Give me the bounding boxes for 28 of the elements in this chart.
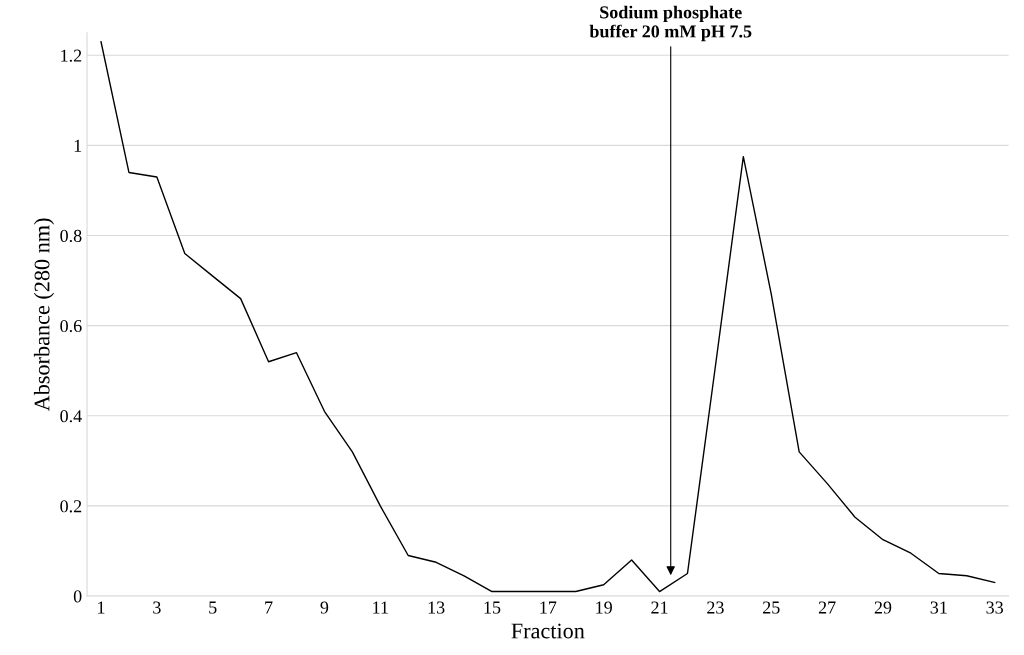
x-tick-label: 17: [540, 601, 557, 614]
x-tick-label: 9: [320, 601, 329, 614]
x-tick-label: 13: [428, 601, 445, 614]
x-tick-label: 23: [707, 601, 724, 614]
y-axis-title: Absorbance (280 nm): [33, 218, 55, 412]
x-tick-label: 1: [98, 601, 105, 614]
y-tick-label: 0.4: [60, 410, 82, 423]
x-tick-label: 27: [818, 601, 836, 614]
x-tick-label: 11: [373, 601, 388, 614]
annotation: Sodium phosphate buffer 20 mM pH 7.5: [589, 5, 752, 42]
y-tick-label: 0.6: [60, 319, 82, 333]
y-tick-label: 0.8: [60, 229, 82, 243]
line-series: [100, 41, 996, 593]
y-tick-label: 0: [73, 590, 82, 603]
x-tick-label: 33: [986, 601, 1003, 614]
x-tick-label: 21: [651, 601, 668, 614]
x-tick-label: 5: [209, 601, 217, 614]
y-tick-label: 1.2: [61, 49, 82, 62]
x-tick-label: 3: [153, 601, 161, 614]
x-tick-label: 29: [874, 601, 892, 614]
x-tick-label: 15: [484, 601, 501, 614]
x-tick-label: 25: [763, 601, 780, 614]
y-tick-label: 1: [74, 139, 82, 152]
x-tick-label: 7: [265, 601, 273, 614]
x-tick-label: 19: [596, 601, 612, 614]
y-tick-label: 0.2: [60, 500, 82, 513]
x-axis-title: Fraction: [511, 623, 585, 639]
x-tick-label: 31: [930, 601, 947, 614]
